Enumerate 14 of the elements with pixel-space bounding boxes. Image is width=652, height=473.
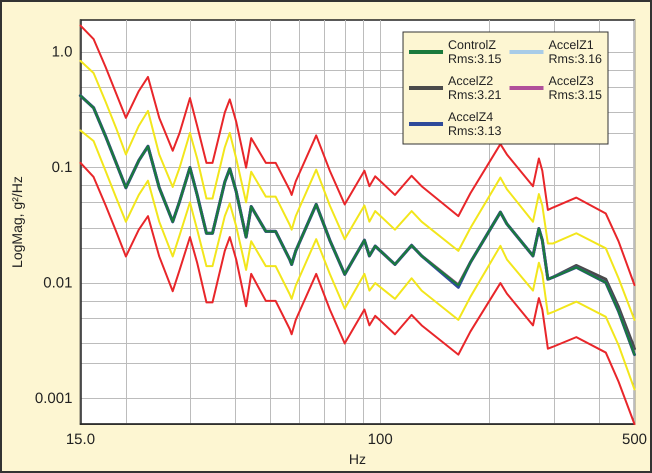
y-tick-label: 0.001	[34, 390, 72, 407]
y-tick-label: 0.1	[52, 159, 72, 176]
x-axis-title: Hz	[348, 451, 366, 467]
y-axis-title: LogMag, g²/Hz	[9, 176, 25, 268]
x-tick-label: 100	[368, 431, 393, 448]
y-tick-label: 1.0	[52, 44, 72, 61]
y-tick-label: 0.01	[43, 274, 72, 292]
x-tick-label: 500	[622, 431, 647, 448]
legend-label: AccelZ1 Rms:3.16	[548, 38, 602, 66]
legend-label: ControlZ Rms:3.15	[448, 38, 502, 66]
legend-label: AccelZ3 Rms:3.15	[548, 74, 602, 102]
x-tick-label: 15.0	[66, 431, 96, 448]
legend-label: AccelZ2 Rms:3.21	[448, 74, 502, 102]
legend-label: AccelZ4 Rms:3.13	[448, 110, 502, 138]
